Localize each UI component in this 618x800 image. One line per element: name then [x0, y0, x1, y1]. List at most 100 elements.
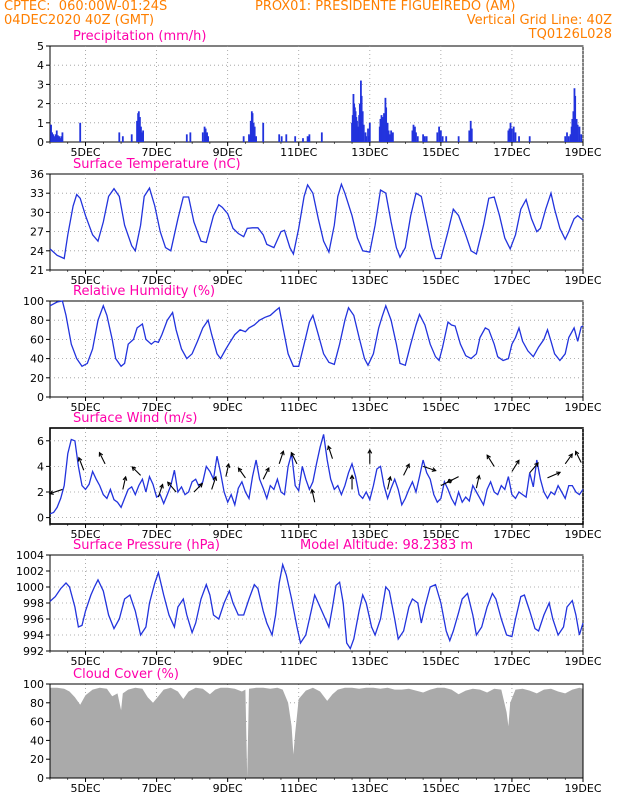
cloud-ytick-label: 60 [30, 716, 44, 729]
wind-arrow-shaft [122, 476, 127, 490]
wind-arrow [77, 456, 85, 471]
precip-bar [511, 128, 513, 142]
precip-bar [580, 134, 583, 142]
header-station: PROX01: PRESIDENTE FIGUEIREDO (AM) [255, 0, 516, 14]
rh-xtick-label: 5DEC [70, 401, 100, 414]
rh-series-line [49, 300, 584, 368]
wind-arrow-shaft [311, 489, 316, 503]
cloud-xtick-label: 5DEC [70, 782, 100, 795]
header-location: CPTEC: 060:00W-01:24S [4, 0, 168, 14]
wind-xtick-label: 11DEC [280, 528, 317, 541]
precip-bar [118, 132, 121, 142]
wind-arrow-head [568, 453, 573, 459]
pres-xtick-label: 15DEC [422, 655, 459, 668]
precip-bar [572, 111, 575, 142]
wind-arrow-shaft [225, 463, 230, 477]
precip-bar [362, 124, 365, 142]
temp-xtick-label: 9DEC [213, 274, 243, 287]
precip-bar [381, 117, 384, 142]
precip-bar [457, 136, 460, 142]
precip-bar [566, 132, 568, 142]
wind-arrow [237, 467, 246, 479]
precip-bar [59, 138, 62, 142]
precip-bar [571, 118, 574, 142]
wind-arrow-shaft [564, 453, 573, 465]
precip-xtick-label: 11DEC [280, 146, 317, 159]
cloud-frame-top [49, 683, 584, 779]
wind-arrow-head [486, 454, 491, 460]
rh-frame [49, 300, 584, 398]
precip-bar [320, 132, 323, 142]
wind-arrow-head [556, 471, 562, 476]
wind-arrow [48, 488, 63, 495]
wind-arrow-shaft [529, 462, 539, 474]
pres-ytick-label: 994 [23, 629, 44, 642]
rh-ytick-label: 0 [37, 391, 44, 404]
wind-arrow [529, 462, 539, 474]
precip-bar [50, 124, 52, 142]
precip-bar [255, 136, 257, 142]
precip-bar [387, 130, 390, 142]
cloud-ytick-label: 20 [30, 753, 44, 766]
wind-arrow-head [290, 451, 295, 457]
precip-bar [380, 115, 383, 142]
precip-bar [468, 130, 471, 142]
wind-xtick-label: 13DEC [351, 528, 388, 541]
wind-arrow-shaft [475, 475, 480, 489]
rh-xtick-label: 15DEC [422, 401, 459, 414]
precip-bar [383, 113, 385, 142]
wind-xtick-label: 5DEC [70, 528, 100, 541]
temp-xtick-label: 17DEC [493, 274, 530, 287]
wind-arrow-shaft [290, 452, 298, 465]
rh-xtick-label: 13DEC [351, 401, 388, 414]
header-grid-info: Vertical Grid Line: 40Z [466, 13, 612, 28]
pres-xtick-label: 7DEC [142, 655, 172, 668]
cloud-area [50, 687, 583, 778]
header-model-id: TQ0126L028 [528, 27, 612, 42]
precip-bar [79, 122, 82, 142]
wind-arrow-head [327, 445, 332, 451]
wind-arrow-shaft [167, 481, 177, 493]
precip-bar [185, 134, 188, 142]
wind-arrow-head [122, 475, 128, 481]
wind-arrow [446, 476, 459, 483]
precip-xtick-label: 19DEC [564, 146, 601, 159]
wind-arrow-head [387, 475, 393, 481]
temp-frame [49, 173, 584, 271]
pres-ytick-label: 996 [23, 613, 44, 626]
precip-bar [136, 120, 138, 142]
precip-bar [436, 132, 439, 142]
wind-arrow-shaft [447, 476, 459, 483]
precip-bar [60, 136, 63, 142]
rh-xtick-label: 11DEC [280, 401, 317, 414]
wind-arrow [511, 459, 520, 472]
precip-bar [423, 136, 426, 142]
wind-arrow [262, 466, 270, 480]
wind-arrow-shaft [262, 467, 270, 480]
cloud-xtick-label: 7DEC [142, 782, 172, 795]
wind-arrow-shaft [575, 451, 582, 463]
precip-bar [412, 124, 415, 142]
precip-xtick-label: 7DEC [142, 146, 172, 159]
precip-bar [575, 118, 578, 142]
precip-bar [574, 95, 577, 142]
wind-panel: Surface Wind (m/s) 5DEC 7DEC 9DEC 11DEC 13DEC… [37, 411, 602, 541]
precip-bar [242, 136, 245, 142]
precip-bar [411, 130, 414, 142]
wind-arrow [310, 488, 316, 503]
precip-bar [280, 136, 283, 142]
precip-bar [528, 136, 531, 142]
precip-bar [141, 132, 143, 142]
pres-ytick-label: 1000 [16, 581, 44, 594]
temp-ytick-label: 27 [30, 226, 44, 239]
precip-bar [507, 130, 510, 142]
precip-bar [207, 136, 210, 142]
pres-series-line [49, 562, 584, 651]
wind-arrow-head [405, 463, 410, 469]
pres-xtick-label: 13DEC [351, 655, 388, 668]
wind-arrow-shaft [486, 454, 495, 467]
precip-bar [390, 130, 393, 142]
rh-xtick-label: 7DEC [142, 401, 172, 414]
precip-bar [445, 136, 448, 142]
precip-bar [361, 111, 364, 142]
